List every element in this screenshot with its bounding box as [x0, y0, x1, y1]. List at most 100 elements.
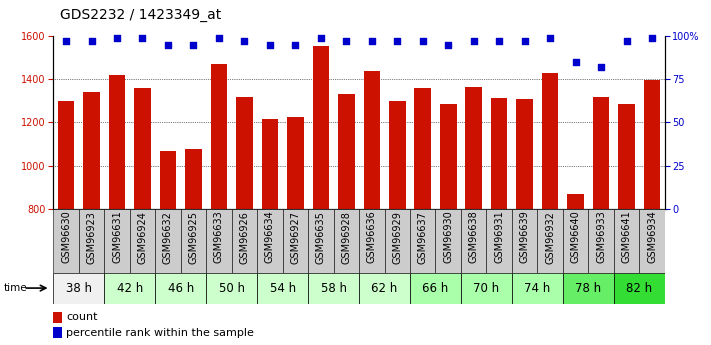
Bar: [206, 273, 257, 304]
Point: [493, 39, 505, 44]
Bar: [614, 273, 665, 304]
Bar: [236, 97, 252, 209]
Point: [112, 35, 123, 41]
Text: GDS2232 / 1423349_at: GDS2232 / 1423349_at: [60, 8, 222, 22]
Bar: [155, 209, 181, 273]
Text: 42 h: 42 h: [117, 282, 143, 295]
Point: [545, 35, 556, 41]
Bar: [614, 209, 639, 273]
Text: GSM96933: GSM96933: [596, 211, 606, 263]
Bar: [185, 149, 202, 209]
Bar: [181, 209, 206, 273]
Bar: [461, 209, 486, 273]
Point: [646, 35, 658, 41]
Text: 78 h: 78 h: [575, 282, 602, 295]
Text: GSM96927: GSM96927: [290, 211, 300, 264]
Text: percentile rank within the sample: percentile rank within the sample: [66, 328, 254, 337]
Point: [315, 35, 326, 41]
Bar: [643, 80, 661, 209]
Bar: [389, 101, 405, 209]
Text: GSM96631: GSM96631: [112, 211, 122, 263]
Bar: [83, 92, 100, 209]
Bar: [53, 273, 105, 304]
Bar: [308, 273, 359, 304]
Bar: [129, 209, 155, 273]
Point: [213, 35, 225, 41]
Bar: [491, 98, 508, 209]
Bar: [461, 273, 512, 304]
Bar: [567, 194, 584, 209]
Text: GSM96632: GSM96632: [163, 211, 173, 264]
Bar: [466, 87, 482, 209]
Bar: [206, 209, 232, 273]
Bar: [486, 209, 512, 273]
Point: [570, 59, 582, 65]
Text: GSM96637: GSM96637: [418, 211, 428, 264]
Point: [86, 39, 97, 44]
Bar: [359, 209, 385, 273]
Bar: [410, 273, 461, 304]
Bar: [210, 64, 228, 209]
Bar: [512, 209, 538, 273]
Point: [417, 39, 429, 44]
Text: time: time: [4, 283, 27, 293]
Bar: [262, 119, 278, 209]
Bar: [538, 209, 563, 273]
Bar: [593, 97, 609, 209]
Bar: [363, 71, 380, 209]
Text: GSM96932: GSM96932: [545, 211, 555, 264]
Point: [137, 35, 148, 41]
Text: GSM96639: GSM96639: [520, 211, 530, 263]
Text: GSM96630: GSM96630: [61, 211, 71, 263]
Bar: [563, 209, 589, 273]
Text: GSM96925: GSM96925: [188, 211, 198, 264]
Point: [392, 39, 403, 44]
Bar: [155, 273, 206, 304]
Text: GSM96641: GSM96641: [621, 211, 631, 263]
Text: GSM96926: GSM96926: [240, 211, 250, 264]
Bar: [79, 209, 105, 273]
Point: [442, 42, 454, 48]
Point: [595, 65, 606, 70]
Text: GSM96928: GSM96928: [341, 211, 351, 264]
Bar: [109, 75, 125, 209]
Bar: [435, 209, 461, 273]
Bar: [385, 209, 410, 273]
Bar: [160, 150, 176, 209]
Text: 70 h: 70 h: [474, 282, 500, 295]
Text: 82 h: 82 h: [626, 282, 653, 295]
Text: GSM96635: GSM96635: [316, 211, 326, 264]
Text: GSM96640: GSM96640: [571, 211, 581, 263]
Point: [341, 39, 352, 44]
Point: [188, 42, 199, 48]
Text: count: count: [66, 312, 97, 322]
Text: GSM96634: GSM96634: [265, 211, 275, 263]
Bar: [53, 312, 63, 323]
Text: GSM96929: GSM96929: [392, 211, 402, 264]
Point: [239, 39, 250, 44]
Bar: [619, 104, 635, 209]
Text: GSM96636: GSM96636: [367, 211, 377, 263]
Text: GSM96931: GSM96931: [494, 211, 504, 263]
Text: 54 h: 54 h: [269, 282, 296, 295]
Bar: [338, 95, 355, 209]
Bar: [333, 209, 359, 273]
Bar: [415, 88, 431, 209]
Point: [366, 39, 378, 44]
Bar: [542, 73, 558, 209]
Point: [468, 39, 479, 44]
Point: [621, 39, 632, 44]
Text: GSM96633: GSM96633: [214, 211, 224, 263]
Text: GSM96638: GSM96638: [469, 211, 479, 263]
Bar: [283, 209, 308, 273]
Text: 66 h: 66 h: [422, 282, 449, 295]
Text: 50 h: 50 h: [219, 282, 245, 295]
Bar: [134, 88, 151, 209]
Bar: [313, 46, 329, 209]
Point: [60, 39, 72, 44]
Bar: [257, 209, 283, 273]
Text: 62 h: 62 h: [371, 282, 397, 295]
Bar: [516, 99, 533, 209]
Text: 38 h: 38 h: [66, 282, 92, 295]
Bar: [257, 273, 308, 304]
